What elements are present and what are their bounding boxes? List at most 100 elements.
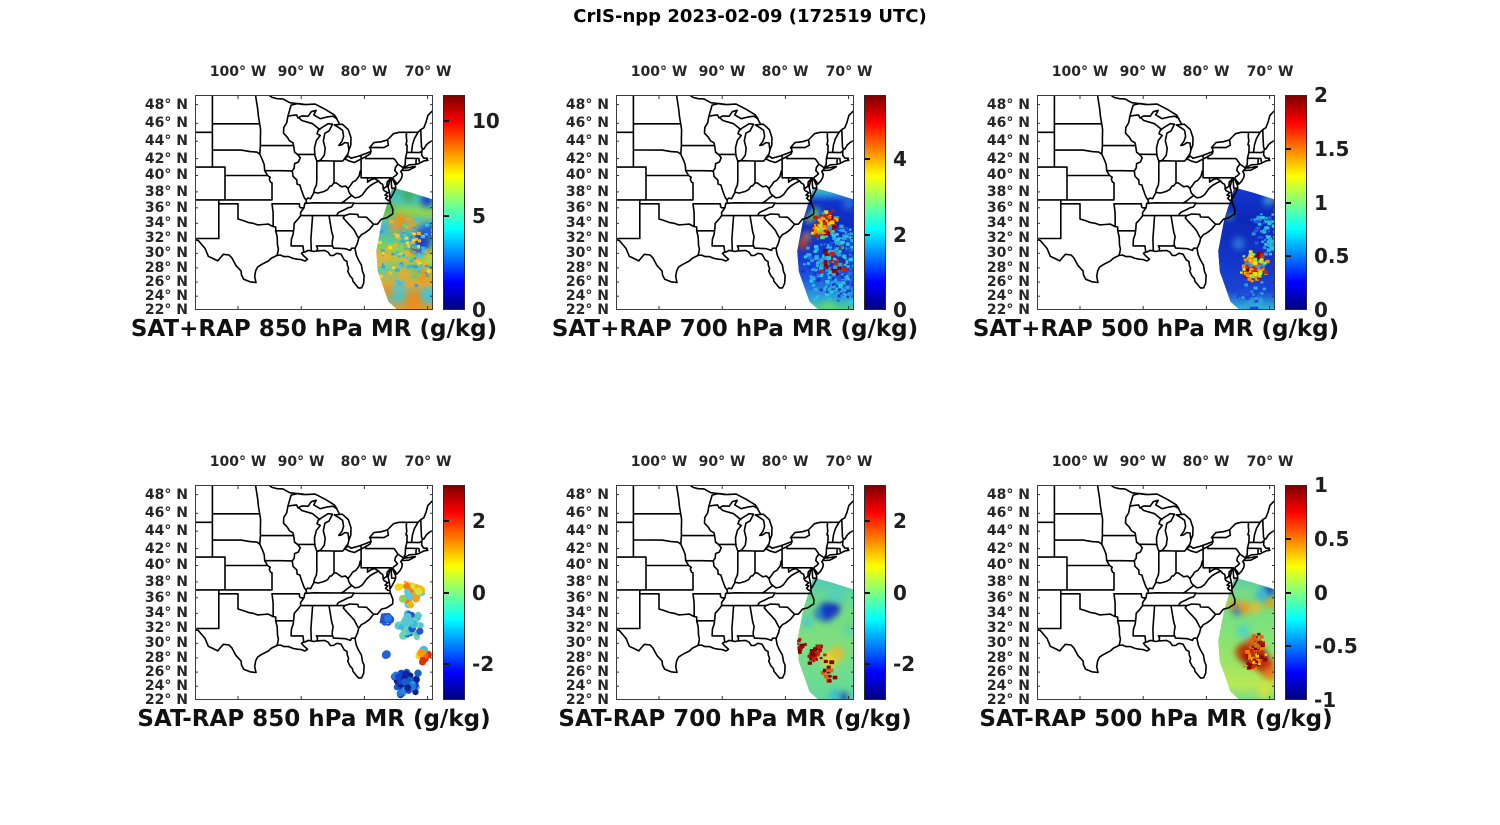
y-tick-label: 38° N — [986, 184, 1030, 200]
colorbar-tick-label: 0 — [1314, 581, 1328, 605]
y-tick-label: 34° N — [565, 215, 609, 231]
x-tick-label: 100° W — [209, 64, 267, 80]
colorbar-tick-label: 0.5 — [1314, 244, 1350, 268]
footprint-dots — [378, 577, 432, 699]
y-tick-label: 28° N — [986, 260, 1030, 276]
panel-title-sat-minus-rap-850: SAT-RAP 850 hPa MR (g/kg) — [137, 706, 491, 732]
colorbar-tick-label: 5 — [472, 204, 486, 228]
y-tick-label: 38° N — [144, 574, 188, 590]
y-tick-label: 40° N — [986, 167, 1030, 183]
y-tick-label: 36° N — [565, 590, 609, 606]
colorbar-tick-label: -0.5 — [1314, 634, 1358, 658]
y-tick-label: 34° N — [986, 215, 1030, 231]
state-borders — [195, 485, 433, 679]
x-tick-label: 80° W — [340, 454, 388, 470]
colorbar-sat-plus-rap-850 — [443, 95, 465, 310]
y-tick-label: 24° N — [144, 288, 188, 304]
x-tick-label: 70° W — [825, 64, 873, 80]
y-tick-label: 42° N — [565, 541, 609, 557]
y-tick-label: 44° N — [144, 133, 188, 149]
y-tick-label: 48° N — [565, 97, 609, 113]
y-tick-label: 48° N — [986, 487, 1030, 503]
axes-frame — [195, 95, 433, 310]
colorbar-tick — [865, 663, 870, 665]
x-tick-label: 80° W — [1182, 454, 1230, 470]
y-tick-label: 46° N — [565, 505, 609, 521]
y-tick-label: 38° N — [565, 574, 609, 590]
y-tick-label: 32° N — [144, 230, 188, 246]
y-tick-label: 22° N — [144, 692, 188, 708]
colorbar-sat-minus-rap-850 — [443, 485, 465, 700]
colorbar-tick-label: 0 — [893, 298, 907, 322]
x-tick-label: 100° W — [1051, 454, 1109, 470]
colorbar-tick — [444, 215, 449, 217]
y-tick-label: 32° N — [986, 620, 1030, 636]
y-tick-label: 40° N — [144, 167, 188, 183]
panel-title-sat-minus-rap-500: SAT-RAP 500 hPa MR (g/kg) — [979, 706, 1333, 732]
swath-layer — [797, 187, 854, 310]
colorbar-tick-label: 1.5 — [1314, 137, 1350, 161]
y-tick-label: 26° N — [565, 274, 609, 290]
colorbar-tick-label: 0 — [893, 581, 907, 605]
y-tick-label: 32° N — [565, 230, 609, 246]
colorbar-sat-minus-rap-700 — [864, 485, 886, 700]
colorbar-tick — [444, 592, 449, 594]
y-tick-label: 36° N — [144, 590, 188, 606]
y-tick-label: 30° N — [144, 245, 188, 261]
state-borders — [195, 95, 433, 289]
y-tick-label: 44° N — [565, 523, 609, 539]
map-plot-sat-plus-rap-700 — [616, 95, 854, 310]
y-tick-label: 42° N — [986, 541, 1030, 557]
x-tick-label: 70° W — [1246, 454, 1294, 470]
x-tick-label: 90° W — [698, 64, 746, 80]
axes-frame — [1037, 95, 1275, 310]
x-tick-label: 80° W — [1182, 64, 1230, 80]
y-tick-label: 26° N — [986, 664, 1030, 680]
colorbar-tick — [1286, 255, 1291, 257]
x-tick-label: 70° W — [404, 64, 452, 80]
y-tick-label: 28° N — [144, 260, 188, 276]
y-tick-label: 38° N — [986, 574, 1030, 590]
map-plot-sat-plus-rap-500 — [1037, 95, 1275, 310]
colorbar-tick-label: 1 — [1314, 191, 1328, 215]
colorbar-tick-label: -2 — [893, 652, 916, 676]
colorbar-tick-label: -1 — [1314, 688, 1337, 712]
axes-frame — [616, 95, 854, 310]
state-borders — [1037, 485, 1275, 679]
y-tick-label: 26° N — [144, 664, 188, 680]
y-tick-label: 26° N — [144, 274, 188, 290]
panel-title-sat-minus-rap-700: SAT-RAP 700 hPa MR (g/kg) — [558, 706, 912, 732]
colorbar-sat-plus-rap-700 — [864, 95, 886, 310]
colorbar-tick — [1286, 592, 1291, 594]
y-tick-label: 22° N — [144, 302, 188, 318]
colorbar-tick-label: 0 — [472, 581, 486, 605]
colorbar-tick-label: 1 — [1314, 473, 1328, 497]
x-tick-label: 80° W — [340, 64, 388, 80]
y-tick-label: 40° N — [986, 557, 1030, 573]
colorbar-tick — [1286, 538, 1291, 540]
axes-frame — [616, 485, 854, 700]
colorbar-tick-label: -2 — [472, 652, 495, 676]
colorbar-tick — [444, 520, 449, 522]
colorbar-tick — [865, 234, 870, 236]
colorbar-tick-label: 2 — [893, 223, 907, 247]
x-tick-label: 70° W — [404, 454, 452, 470]
x-tick-label: 90° W — [1119, 454, 1167, 470]
y-tick-label: 34° N — [565, 605, 609, 621]
y-tick-label: 48° N — [986, 97, 1030, 113]
y-tick-label: 32° N — [144, 620, 188, 636]
y-tick-label: 34° N — [144, 605, 188, 621]
y-tick-label: 26° N — [986, 274, 1030, 290]
y-tick-label: 38° N — [144, 184, 188, 200]
swath-layer — [376, 187, 433, 310]
swath-layer — [797, 577, 854, 700]
y-tick-label: 40° N — [565, 167, 609, 183]
map-plot-sat-minus-rap-850 — [195, 485, 433, 700]
y-tick-label: 24° N — [986, 288, 1030, 304]
y-tick-label: 22° N — [986, 692, 1030, 708]
colorbar-tick — [444, 663, 449, 665]
colorbar-tick — [1286, 148, 1291, 150]
colorbar-tick — [444, 120, 449, 122]
y-tick-label: 44° N — [565, 133, 609, 149]
